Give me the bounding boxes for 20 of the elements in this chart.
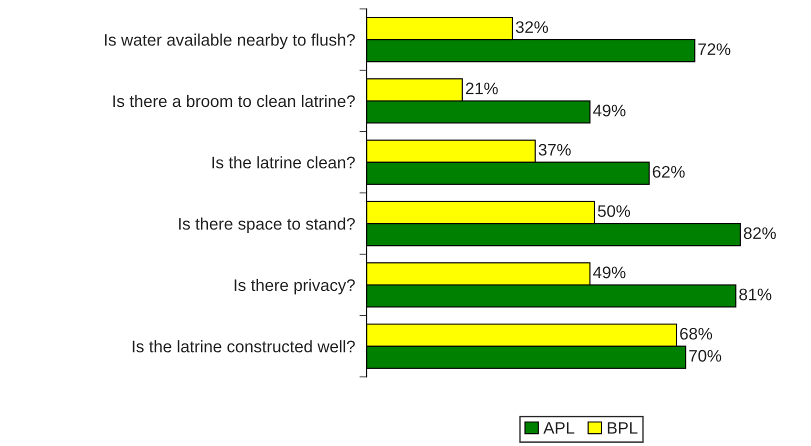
- y-tick-label: Is there a broom to clean latrine?: [113, 94, 355, 108]
- y-tick-label: Is the latrine constructed well?: [132, 340, 355, 352]
- data-label: 62%: [652, 166, 685, 178]
- y-tick-label: Is there space to stand?: [179, 218, 355, 234]
- data-label: 21%: [466, 82, 498, 94]
- legend-label: APL: [543, 422, 574, 434]
- data-label: 82%: [744, 227, 776, 240]
- data-label: 72%: [698, 43, 730, 56]
- data-label: 49%: [593, 104, 626, 116]
- data-label: 49%: [593, 266, 626, 278]
- y-tick-label: Is water available nearby to flush?: [105, 34, 355, 50]
- data-label: 81%: [739, 288, 772, 300]
- y-tick-label: Is there privacy?: [234, 278, 355, 294]
- data-label: 68%: [680, 328, 712, 340]
- y-tick-label: Is the latrine clean?: [212, 156, 355, 168]
- data-label: 50%: [598, 205, 630, 217]
- data-label: 70%: [689, 350, 722, 362]
- legend-label: BPL: [608, 422, 638, 434]
- data-label: 32%: [516, 21, 548, 34]
- data-label: 37%: [538, 144, 571, 156]
